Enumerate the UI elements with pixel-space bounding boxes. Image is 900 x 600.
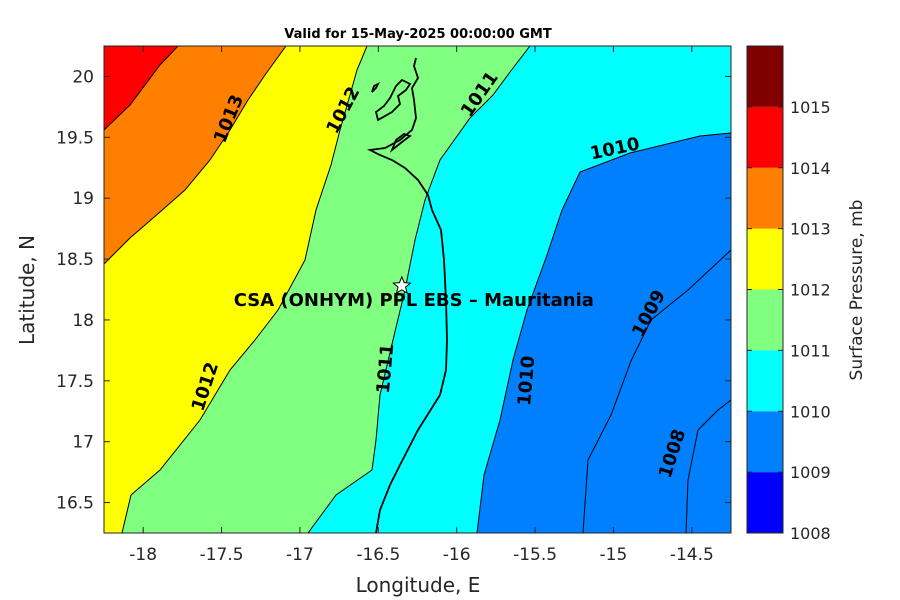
colorbar-tick-label: 1011 — [790, 341, 831, 360]
x-axis-ticks: -18 -17.5 -17 -16.5 -16 -15.5 -15 -14.5 — [129, 46, 714, 565]
y-tick-label: 17 — [72, 433, 94, 453]
colorbar-tick-label: 1008 — [790, 524, 831, 543]
colorbar-swatch — [747, 350, 783, 412]
y-tick-label: 19 — [72, 189, 94, 209]
contour-label: 1011 — [373, 343, 398, 395]
band-1010-1011 — [308, 46, 731, 533]
colorbar-swatch — [747, 289, 783, 351]
colorbar-tick-label: 1014 — [790, 159, 831, 178]
x-tick-label: -17.5 — [200, 545, 244, 565]
colorbar-label: Surface Pressure, mb — [847, 200, 867, 381]
colorbar-swatch — [747, 167, 783, 229]
y-tick-label: 20 — [72, 67, 94, 87]
x-tick-label: -16.5 — [356, 545, 400, 565]
band-1009-1010 — [583, 250, 731, 533]
contour-label: 1010 — [514, 355, 539, 407]
colorbar-tick-label: 1012 — [790, 281, 831, 300]
site-annotation: CSA (ONHYM) PPL EBS – Mauritania — [234, 275, 594, 311]
x-tick-label: -17 — [286, 545, 314, 565]
plot-frame — [103, 45, 732, 534]
colorbar-swatch — [747, 46, 783, 107]
y-tick-label: 16.5 — [56, 494, 94, 514]
y-tick-label: 18 — [72, 311, 94, 331]
band-1009-1010-east — [477, 46, 731, 533]
contour-lines — [104, 46, 731, 533]
y-tick-label: 17.5 — [56, 372, 94, 392]
y-tick-label: 19.5 — [56, 128, 94, 148]
x-tick-label: -14.5 — [670, 545, 714, 565]
colorbar-swatch — [747, 228, 783, 290]
colorbar-swatch — [747, 472, 783, 533]
colorbar-tick-label: 1010 — [790, 402, 831, 421]
x-tick-label: -16 — [443, 545, 471, 565]
figure-title: Valid for 15-May-2025 00:00:00 GMT — [284, 27, 552, 42]
colorbar: 1008 1009 1010 1011 1012 1013 1014 1015 — [746, 45, 831, 543]
band-1013-1014 — [104, 46, 286, 264]
colorbar-tick-label: 1013 — [790, 220, 831, 239]
colorbar-tick-label: 1015 — [790, 98, 831, 117]
y-axis-label: Latitude, N — [15, 235, 39, 345]
band-1012-1013 — [104, 46, 367, 533]
y-tick-label: 18.5 — [56, 250, 94, 270]
site-label: CSA (ONHYM) PPL EBS – Mauritania — [234, 290, 594, 311]
contour-fill-layer — [104, 46, 731, 533]
x-tick-label: -15 — [600, 545, 628, 565]
x-axis-label: Longitude, E — [356, 573, 481, 597]
y-axis-ticks: 16.5 17 17.5 18 18.5 19 19.5 20 — [56, 67, 731, 514]
colorbar-tick-label: 1009 — [790, 463, 831, 482]
colorbar-swatch — [747, 106, 783, 168]
band-1011-1012 — [122, 46, 530, 533]
x-tick-label: -18 — [129, 545, 157, 565]
colorbar-swatch — [747, 411, 783, 473]
x-tick-label: -15.5 — [513, 545, 557, 565]
band-1014-1015 — [104, 46, 178, 130]
star-icon — [392, 275, 412, 295]
coastline — [366, 57, 448, 533]
